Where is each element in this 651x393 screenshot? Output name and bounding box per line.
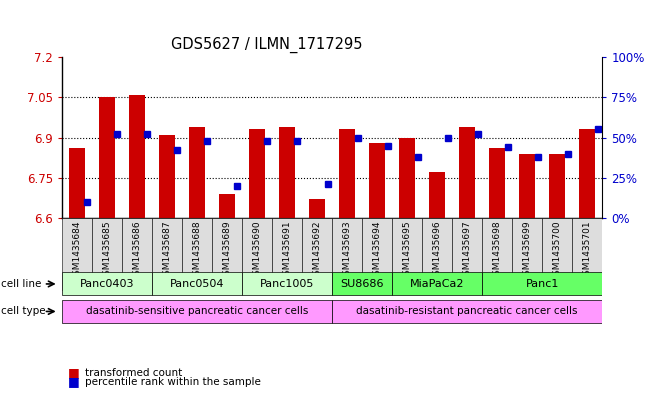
- Text: ■: ■: [68, 366, 80, 379]
- Bar: [368, 143, 385, 218]
- Text: GSM1435687: GSM1435687: [162, 220, 171, 281]
- Bar: [422, 218, 452, 291]
- Bar: [272, 218, 302, 291]
- Text: GDS5627 / ILMN_1717295: GDS5627 / ILMN_1717295: [171, 37, 363, 53]
- Bar: [459, 127, 475, 218]
- Bar: [159, 135, 175, 218]
- Bar: [332, 272, 392, 296]
- Bar: [152, 218, 182, 291]
- Text: Panc1005: Panc1005: [260, 279, 314, 289]
- Bar: [129, 95, 145, 218]
- Text: GSM1435685: GSM1435685: [102, 220, 111, 281]
- Text: dasatinib-resistant pancreatic cancer cells: dasatinib-resistant pancreatic cancer ce…: [356, 307, 578, 316]
- Text: GSM1435692: GSM1435692: [312, 220, 322, 281]
- Text: cell line: cell line: [1, 279, 41, 289]
- Text: GSM1435689: GSM1435689: [223, 220, 232, 281]
- Bar: [62, 300, 332, 323]
- Bar: [489, 148, 505, 218]
- Bar: [549, 154, 566, 218]
- Text: GSM1435684: GSM1435684: [72, 220, 81, 281]
- Bar: [362, 218, 392, 291]
- Bar: [399, 138, 415, 218]
- Bar: [482, 272, 602, 296]
- Bar: [212, 218, 242, 291]
- Bar: [302, 218, 332, 291]
- Bar: [332, 218, 362, 291]
- Bar: [68, 148, 85, 218]
- Bar: [572, 218, 602, 291]
- Text: GSM1435690: GSM1435690: [253, 220, 262, 281]
- Text: Panc0504: Panc0504: [170, 279, 224, 289]
- Bar: [512, 218, 542, 291]
- Bar: [452, 218, 482, 291]
- Bar: [482, 218, 512, 291]
- Bar: [62, 218, 92, 291]
- Text: GSM1435698: GSM1435698: [493, 220, 502, 281]
- Bar: [122, 218, 152, 291]
- Bar: [152, 272, 242, 296]
- Text: GSM1435688: GSM1435688: [193, 220, 201, 281]
- Bar: [189, 127, 205, 218]
- Text: percentile rank within the sample: percentile rank within the sample: [85, 377, 260, 387]
- Bar: [309, 199, 326, 218]
- Text: GSM1435693: GSM1435693: [342, 220, 352, 281]
- Text: GSM1435686: GSM1435686: [132, 220, 141, 281]
- Text: GSM1435700: GSM1435700: [553, 220, 562, 281]
- Text: GSM1435699: GSM1435699: [523, 220, 532, 281]
- Bar: [92, 218, 122, 291]
- Bar: [182, 218, 212, 291]
- Text: dasatinib-sensitive pancreatic cancer cells: dasatinib-sensitive pancreatic cancer ce…: [86, 307, 308, 316]
- Text: transformed count: transformed count: [85, 367, 182, 378]
- Text: Panc0403: Panc0403: [79, 279, 134, 289]
- Bar: [242, 218, 272, 291]
- Bar: [62, 272, 152, 296]
- Bar: [219, 194, 235, 218]
- Bar: [242, 272, 332, 296]
- Text: ■: ■: [68, 375, 80, 389]
- Text: GSM1435695: GSM1435695: [402, 220, 411, 281]
- Text: cell type: cell type: [1, 307, 46, 316]
- Text: MiaPaCa2: MiaPaCa2: [410, 279, 464, 289]
- Text: GSM1435696: GSM1435696: [432, 220, 441, 281]
- Bar: [332, 300, 602, 323]
- Bar: [279, 127, 296, 218]
- Bar: [392, 218, 422, 291]
- Bar: [98, 97, 115, 218]
- Text: GSM1435691: GSM1435691: [283, 220, 292, 281]
- Bar: [519, 154, 535, 218]
- Text: GSM1435701: GSM1435701: [583, 220, 592, 281]
- Text: SU8686: SU8686: [340, 279, 384, 289]
- Bar: [429, 173, 445, 218]
- Bar: [339, 130, 355, 218]
- Text: Panc1: Panc1: [525, 279, 559, 289]
- Bar: [579, 130, 596, 218]
- Bar: [249, 130, 265, 218]
- Bar: [392, 272, 482, 296]
- Bar: [542, 218, 572, 291]
- Text: GSM1435694: GSM1435694: [372, 220, 381, 281]
- Text: GSM1435697: GSM1435697: [463, 220, 471, 281]
